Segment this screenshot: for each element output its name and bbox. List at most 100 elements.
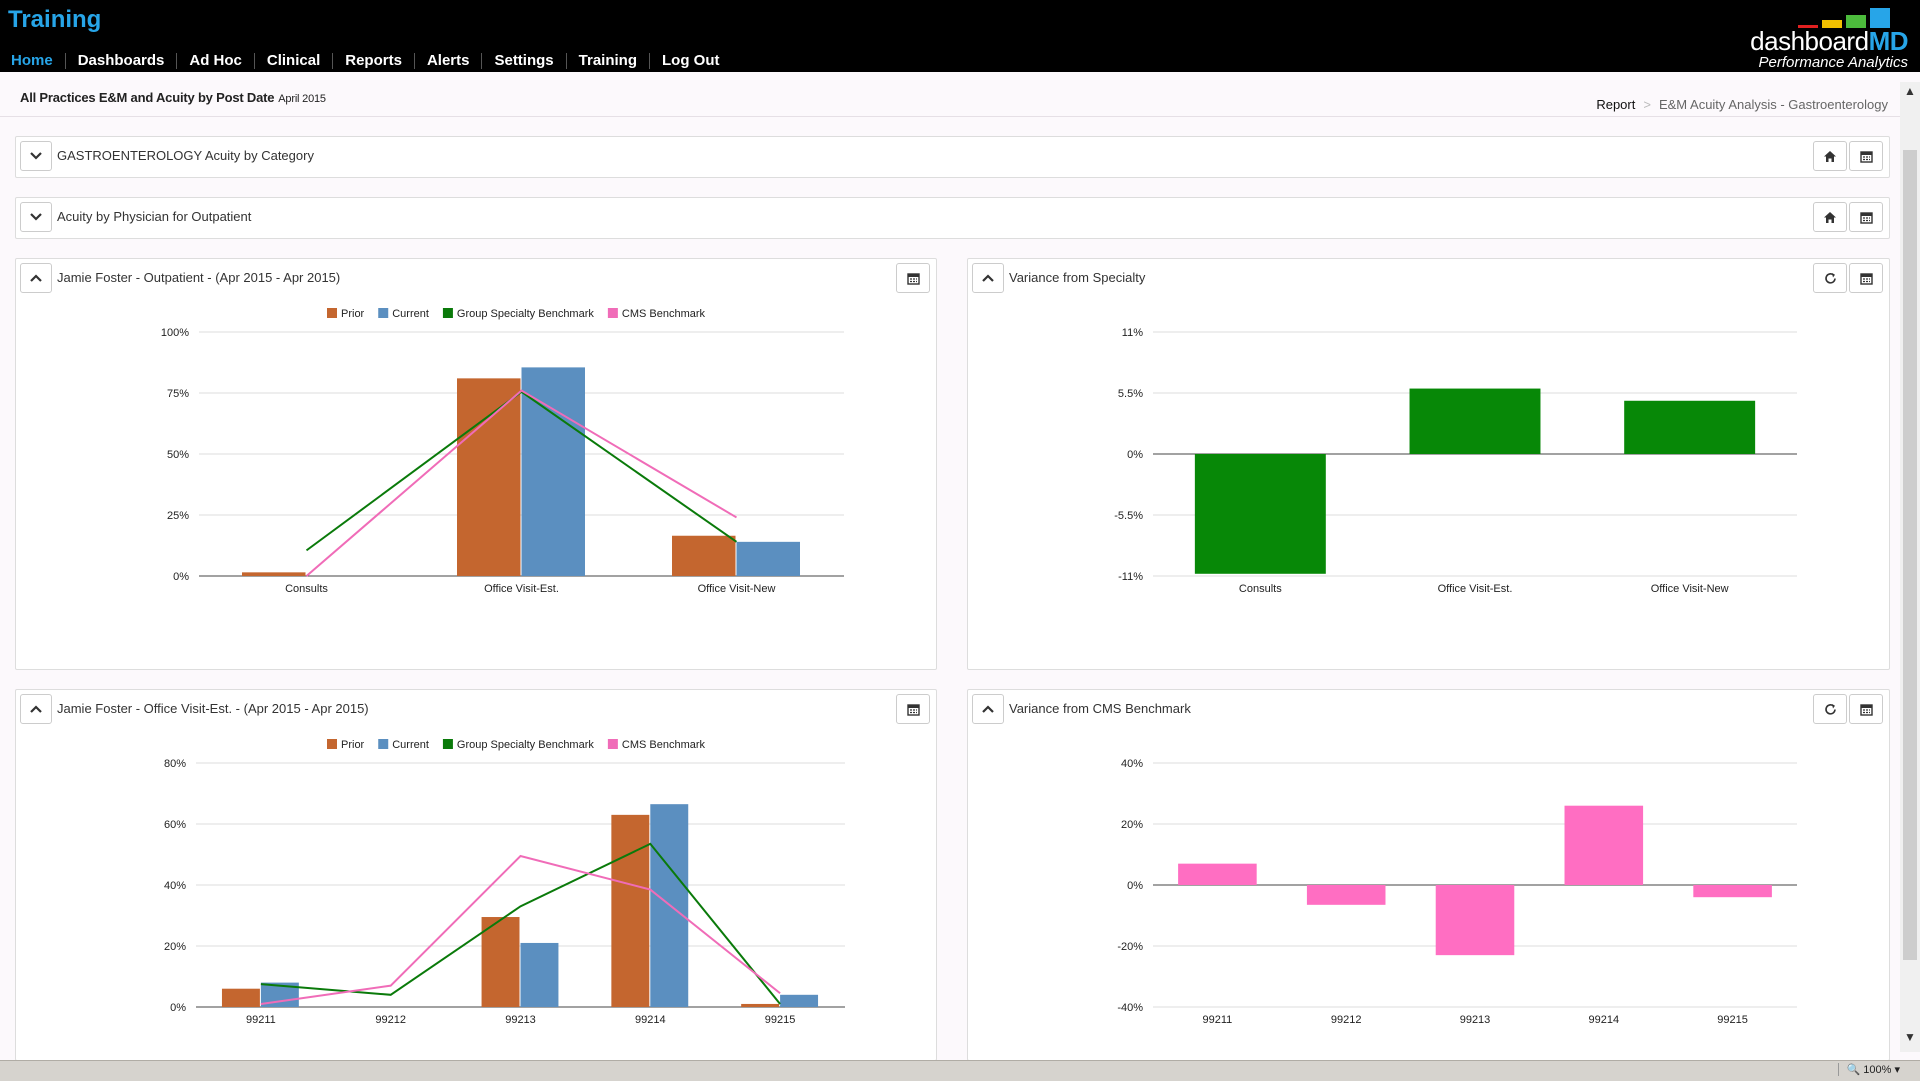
x-tick-label: Office Visit-New [1651, 583, 1729, 595]
nav-item-home[interactable]: Home [0, 53, 66, 69]
y-tick-label: 11% [1122, 327, 1143, 339]
panel-variance-specialty: Variance from Specialty -11% -5.5% 0% 5.5% 1… [967, 258, 1890, 670]
calendar-icon [1859, 703, 1873, 716]
y-tick-label: 25% [167, 510, 189, 522]
logo-bar-blue [1870, 8, 1890, 28]
variance-cms-chart: -40% -20% 0% 20% 40% 99211 99212 99213 99214 9921… [1117, 758, 1797, 1026]
chevron-down-icon [30, 213, 42, 221]
logo-bar-red [1798, 25, 1818, 28]
nav-item-alerts[interactable]: Alerts [415, 53, 483, 69]
bar-current [736, 541, 800, 576]
nav-item-training[interactable]: Training [567, 53, 650, 69]
line-cms-benchmark [260, 854, 781, 1005]
legend-label-current: Current [392, 308, 429, 320]
x-tick-label: 99212 [375, 1014, 406, 1026]
bar [1624, 400, 1756, 454]
home-icon [1824, 211, 1836, 223]
calendar-icon [1859, 150, 1873, 163]
y-tick-label: -40% [1117, 1002, 1143, 1014]
refresh-button[interactable] [1813, 694, 1847, 724]
y-tick-label: 5.5% [1118, 388, 1143, 400]
nav-item-dashboards[interactable]: Dashboards [66, 53, 178, 69]
legend-label-prior: Prior [341, 308, 365, 320]
variance-specialty-chart: -11% -5.5% 0% 5.5% 11% Consults Office Visit-E… [1114, 327, 1797, 595]
zoom-dropdown-icon: ▾ [1894, 1064, 1900, 1076]
breadcrumb-report[interactable]: Report [1596, 97, 1636, 112]
panel-title: Jamie Foster - Outpatient - (Apr 2015 - … [57, 270, 341, 285]
dashboardmd-logo: dashboardMD Performance Analytics [1728, 6, 1909, 71]
logo-name: dashboardMD [1750, 26, 1908, 57]
y-tick-label: 0% [170, 1002, 186, 1014]
panel-title: GASTROENTEROLOGY Acuity by Category [57, 148, 314, 163]
x-tick-label: 99211 [1203, 1014, 1233, 1026]
y-tick-label: 20% [164, 941, 186, 953]
logo-name-part-1: dashboard [1750, 26, 1869, 56]
home-icon [1824, 150, 1836, 162]
collapse-button[interactable] [972, 694, 1004, 724]
nav-item-clinical[interactable]: Clinical [255, 53, 334, 69]
nav-item-ad-hoc[interactable]: Ad Hoc [177, 53, 255, 69]
page-title-text: All Practices E&M and Acuity by Post Dat… [20, 90, 275, 105]
calendar-button[interactable] [896, 263, 930, 293]
legend-swatch-group-specialty-benchmark [442, 739, 453, 749]
calendar-button[interactable] [1849, 202, 1883, 232]
home-button[interactable] [1813, 202, 1847, 232]
legend-swatch-prior [327, 739, 337, 749]
y-tick-label: 40% [1121, 758, 1143, 770]
nav-item-reports[interactable]: Reports [333, 53, 415, 69]
collapse-button[interactable] [20, 694, 52, 724]
nav-item-settings[interactable]: Settings [482, 53, 567, 69]
home-button[interactable] [1813, 141, 1847, 171]
legend-swatch-prior [327, 308, 337, 318]
refresh-icon [1824, 272, 1836, 284]
x-tick-label: 99213 [1460, 1014, 1491, 1026]
expand-button[interactable] [20, 202, 52, 232]
collapse-button[interactable] [972, 263, 1004, 293]
calendar-button[interactable] [1849, 141, 1883, 171]
bar-current [521, 367, 585, 576]
x-tick-label: Office Visit-New [698, 583, 776, 595]
y-tick-label: 0% [1127, 880, 1143, 892]
x-tick-label: Office Visit-Est. [484, 583, 559, 595]
bar [1178, 863, 1257, 885]
page-title: All Practices E&M and Acuity by Post Dat… [20, 90, 326, 105]
collapse-button[interactable] [20, 263, 52, 293]
refresh-button[interactable] [1813, 263, 1847, 293]
y-tick-label: 50% [167, 449, 189, 461]
bar [1306, 885, 1386, 905]
calendar-button[interactable] [1849, 694, 1883, 724]
x-tick-label: 99214 [635, 1014, 666, 1026]
calendar-button[interactable] [896, 694, 930, 724]
y-tick-label: -5.5% [1114, 510, 1143, 522]
x-tick-label: 99213 [505, 1014, 536, 1026]
panel-title: Jamie Foster - Office Visit-Est. - (Apr … [57, 701, 369, 716]
legend-label-cms-benchmark: CMS Benchmark [622, 308, 706, 320]
calendar-icon [1859, 272, 1873, 285]
page-title-date: April 2015 [278, 93, 326, 105]
legend-label-group-specialty-benchmark: Group Specialty Benchmark [457, 739, 594, 751]
legend-label-group-specialty-benchmark: Group Specialty Benchmark [457, 308, 594, 320]
bar-prior [221, 988, 260, 1007]
outpatient-chart: 0% 25% 50% 75% 100% Consults Office Visit-Est.… [161, 308, 844, 595]
zoom-icon: 🔍 [1846, 1064, 1861, 1076]
y-tick-label: 0% [1127, 449, 1143, 461]
chevron-up-icon [30, 274, 42, 282]
scroll-up-arrow-icon[interactable]: ▲ [1904, 84, 1916, 98]
top-bar: Training Home Dashboards Ad Hoc Clinical… [0, 0, 1920, 72]
panel-office-visit-est-chart: Jamie Foster - Office Visit-Est. - (Apr … [15, 689, 937, 1061]
bar-prior [611, 814, 650, 1007]
breadcrumb-current: E&M Acuity Analysis - Gastroenterology [1658, 97, 1888, 112]
y-tick-label: 60% [164, 819, 186, 831]
calendar-button[interactable] [1849, 263, 1883, 293]
expand-button[interactable] [20, 141, 52, 171]
scroll-down-arrow-icon[interactable]: ▼ [1904, 1030, 1916, 1044]
logo-name-part-2: MD [1868, 26, 1909, 56]
logo-bar-green [1846, 15, 1866, 28]
zoom-level[interactable]: 🔍 100% ▾ [1837, 1063, 1900, 1076]
bar [1409, 388, 1541, 454]
nav-item-log-out[interactable]: Log Out [662, 52, 720, 69]
scrollbar-thumb[interactable] [1903, 150, 1917, 960]
y-tick-label: 75% [167, 388, 189, 400]
y-tick-label: 0% [173, 571, 189, 583]
logo-bar-yellow [1822, 20, 1842, 28]
